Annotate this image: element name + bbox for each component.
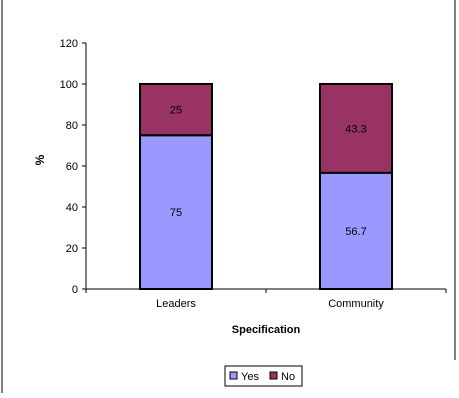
x-axis-label: Specification xyxy=(232,324,301,336)
legend-swatch-no xyxy=(269,371,278,380)
legend: Yes No xyxy=(224,365,303,387)
legend-swatch-yes xyxy=(229,371,238,380)
x-tick-label: Community xyxy=(328,298,384,310)
bar-yes-community xyxy=(319,171,393,290)
data-label: 25 xyxy=(170,105,182,117)
bar-yes-leaders xyxy=(139,134,213,290)
axes-group: 0 20 40 60 80 100 120 Leaders Community xyxy=(60,38,447,310)
bar-no-leaders xyxy=(139,83,213,137)
data-labels-group: 75 25 56.7 43.3 xyxy=(170,105,367,238)
data-label: 56.7 xyxy=(345,226,366,238)
y-tick-label: 80 xyxy=(66,120,78,132)
bar-no-community xyxy=(319,83,393,174)
legend-box xyxy=(224,365,303,387)
data-label: 75 xyxy=(170,207,182,219)
x-tick-label: Leaders xyxy=(156,298,196,310)
bars-group xyxy=(139,83,393,290)
y-axis-label: % xyxy=(33,154,47,165)
y-tick-label: 40 xyxy=(66,202,78,214)
y-tick-label: 60 xyxy=(66,161,78,173)
y-tick-label: 120 xyxy=(60,38,78,50)
legend-label-yes: Yes xyxy=(241,371,259,383)
y-tick-label: 0 xyxy=(72,284,78,296)
data-label: 43.3 xyxy=(345,123,366,135)
y-tick-label: 100 xyxy=(60,79,78,91)
legend-label-no: No xyxy=(281,371,295,383)
y-tick-label: 20 xyxy=(66,243,78,255)
